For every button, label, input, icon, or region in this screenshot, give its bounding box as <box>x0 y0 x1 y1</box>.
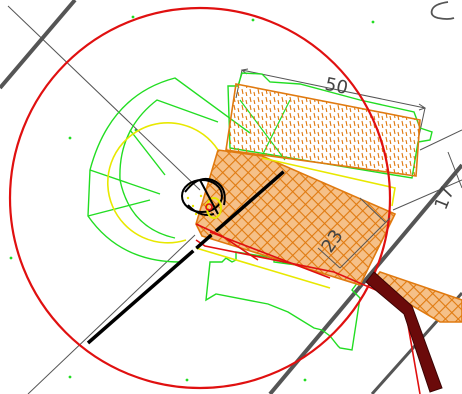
thin-diagonal <box>7 5 201 191</box>
green-ray-1 <box>89 169 161 195</box>
red-range-circle <box>8 6 392 390</box>
dimension-23 <box>317 197 391 269</box>
black-beam <box>86 123 339 345</box>
crosshatch-area-right <box>370 271 462 323</box>
green-boom-outline <box>227 72 433 179</box>
boom-arm <box>365 271 443 393</box>
grid-dots <box>9 15 375 382</box>
green-outer-arc <box>87 77 251 263</box>
yellow-lower-edge <box>195 247 331 289</box>
boom-shape <box>365 271 443 393</box>
yellow-outlines <box>106 122 396 289</box>
thin-diagonal-lower <box>27 234 196 394</box>
operator-symbol-icon <box>181 177 226 219</box>
dimension-17 <box>392 129 462 211</box>
green-ray-3 <box>87 199 151 217</box>
dimension-label-right: 17 <box>431 184 459 213</box>
green-ray-2 <box>129 129 166 176</box>
road-line-bottom <box>268 163 462 394</box>
dash-hatch-area <box>225 83 421 177</box>
hatched-areas <box>195 83 462 323</box>
red-lower-outline <box>209 231 331 279</box>
yellow-band <box>261 157 396 207</box>
arc-cursor-icon[interactable] <box>430 1 455 20</box>
dimension-label-top: 50 <box>323 74 350 99</box>
red-center-marker <box>205 203 213 211</box>
green-lower-outline <box>205 251 366 351</box>
yellow-circle-arc <box>106 122 219 244</box>
road-line-top-left <box>0 0 77 90</box>
